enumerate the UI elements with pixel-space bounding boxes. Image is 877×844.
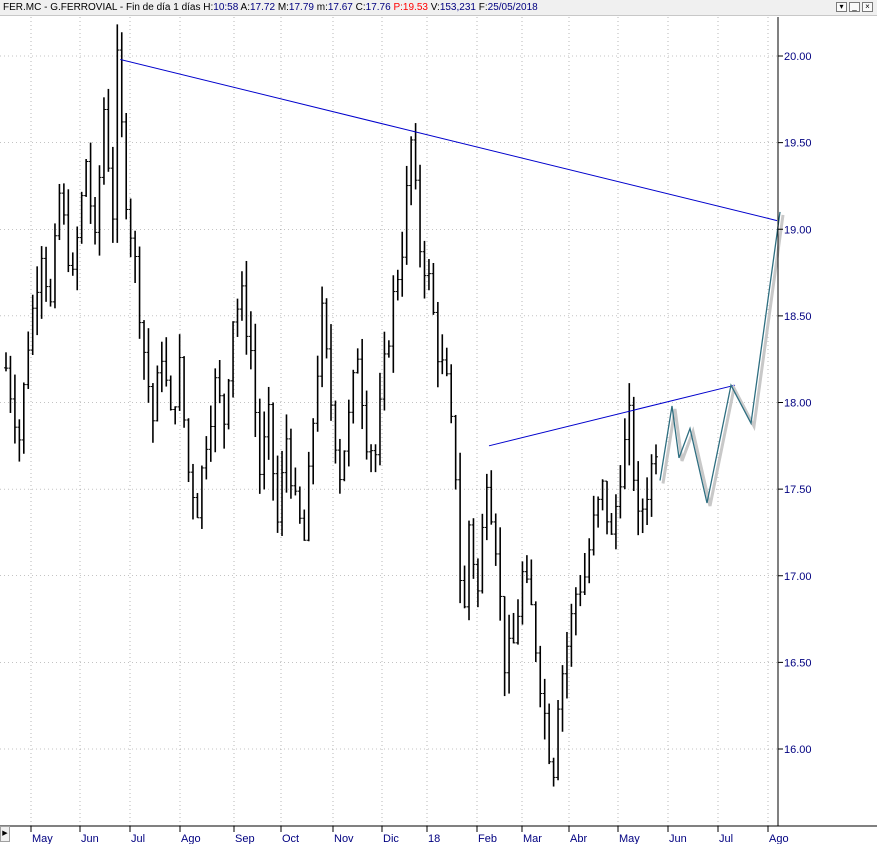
header-field-high-label: M: <box>277 2 289 13</box>
x-tick-label: Jun <box>669 833 687 844</box>
header-field-low-label: m: <box>316 2 328 13</box>
x-tick-label: May <box>32 833 53 844</box>
header-field-close-label: C: <box>355 2 366 13</box>
x-tick-label: Sep <box>235 833 255 844</box>
x-tick-label: 18 <box>428 833 440 844</box>
x-tick-label: May <box>619 833 640 844</box>
ohlc-bars <box>4 24 658 787</box>
header-field-hour: 10:58 <box>213 2 239 13</box>
period: Fin de día 1 días <box>126 2 201 13</box>
x-tick-label: Ago <box>769 833 789 844</box>
projection-shadow <box>661 214 785 507</box>
header-field-low: 17.67 <box>327 2 353 13</box>
y-tick-label: 18.50 <box>784 311 812 323</box>
symbol: FER.MC <box>3 2 42 13</box>
axes: 16.00 16.50 17.00 17.50 18.00 18.50 19.00 19.50… <box>0 17 877 844</box>
header-field-volume: 153,231 <box>439 2 476 13</box>
y-tick-label: 20.00 <box>784 51 812 63</box>
y-tick-label: 16.50 <box>784 657 812 669</box>
y-tick-label: 19.00 <box>784 224 812 236</box>
x-tick-label: Feb <box>478 833 497 844</box>
x-tick-label: Nov <box>334 833 354 844</box>
header-field-volume-label: V: <box>430 2 440 13</box>
header-field-high: 17.79 <box>288 2 314 13</box>
chart-title: FER.MC - G.FERROVIAL - Fin de día 1 días… <box>3 2 538 13</box>
header-field-prev: 19.53 <box>402 2 428 13</box>
y-tick-label: 18.00 <box>784 398 812 410</box>
upper-trendline <box>120 58 778 222</box>
header-field-prev-label: P: <box>393 2 403 13</box>
x-tick-label: Oct <box>282 833 299 844</box>
projection-path <box>659 211 781 504</box>
x-tick-label: Abr <box>570 833 587 844</box>
y-tick-label: 17.50 <box>784 484 812 496</box>
close-icon[interactable]: × <box>862 2 873 12</box>
x-tick-label: Mar <box>523 833 542 844</box>
x-tick-label: Jul <box>131 833 145 844</box>
minimize-icon[interactable]: _ <box>849 2 860 12</box>
grid <box>0 17 778 826</box>
x-tick-label: Jul <box>719 833 733 844</box>
down-arrow-icon[interactable]: ▾ <box>836 2 847 12</box>
x-tick-label: Jun <box>81 833 99 844</box>
trendlines <box>120 58 785 507</box>
header-field-open-label: A: <box>240 2 250 13</box>
security-name: G.FERROVIAL <box>50 2 118 13</box>
chart-header: FER.MC - G.FERROVIAL - Fin de día 1 días… <box>0 0 877 16</box>
y-tick-label: 16.00 <box>784 744 812 756</box>
header-field-close: 17.76 <box>365 2 391 13</box>
x-tick-label: Dic <box>383 833 399 844</box>
x-tick-label: Ago <box>181 833 201 844</box>
header-field-date: 25/05/2018 <box>487 2 538 13</box>
header-field-date-label: F: <box>478 2 488 13</box>
lower-trendline <box>488 384 736 447</box>
y-tick-label: 17.00 <box>784 571 812 583</box>
scroll-left-button[interactable]: ▶ <box>0 826 10 842</box>
header-field-hour-label: H: <box>203 2 214 13</box>
y-tick-label: 19.50 <box>784 138 812 150</box>
header-field-open: 17.72 <box>250 2 276 13</box>
